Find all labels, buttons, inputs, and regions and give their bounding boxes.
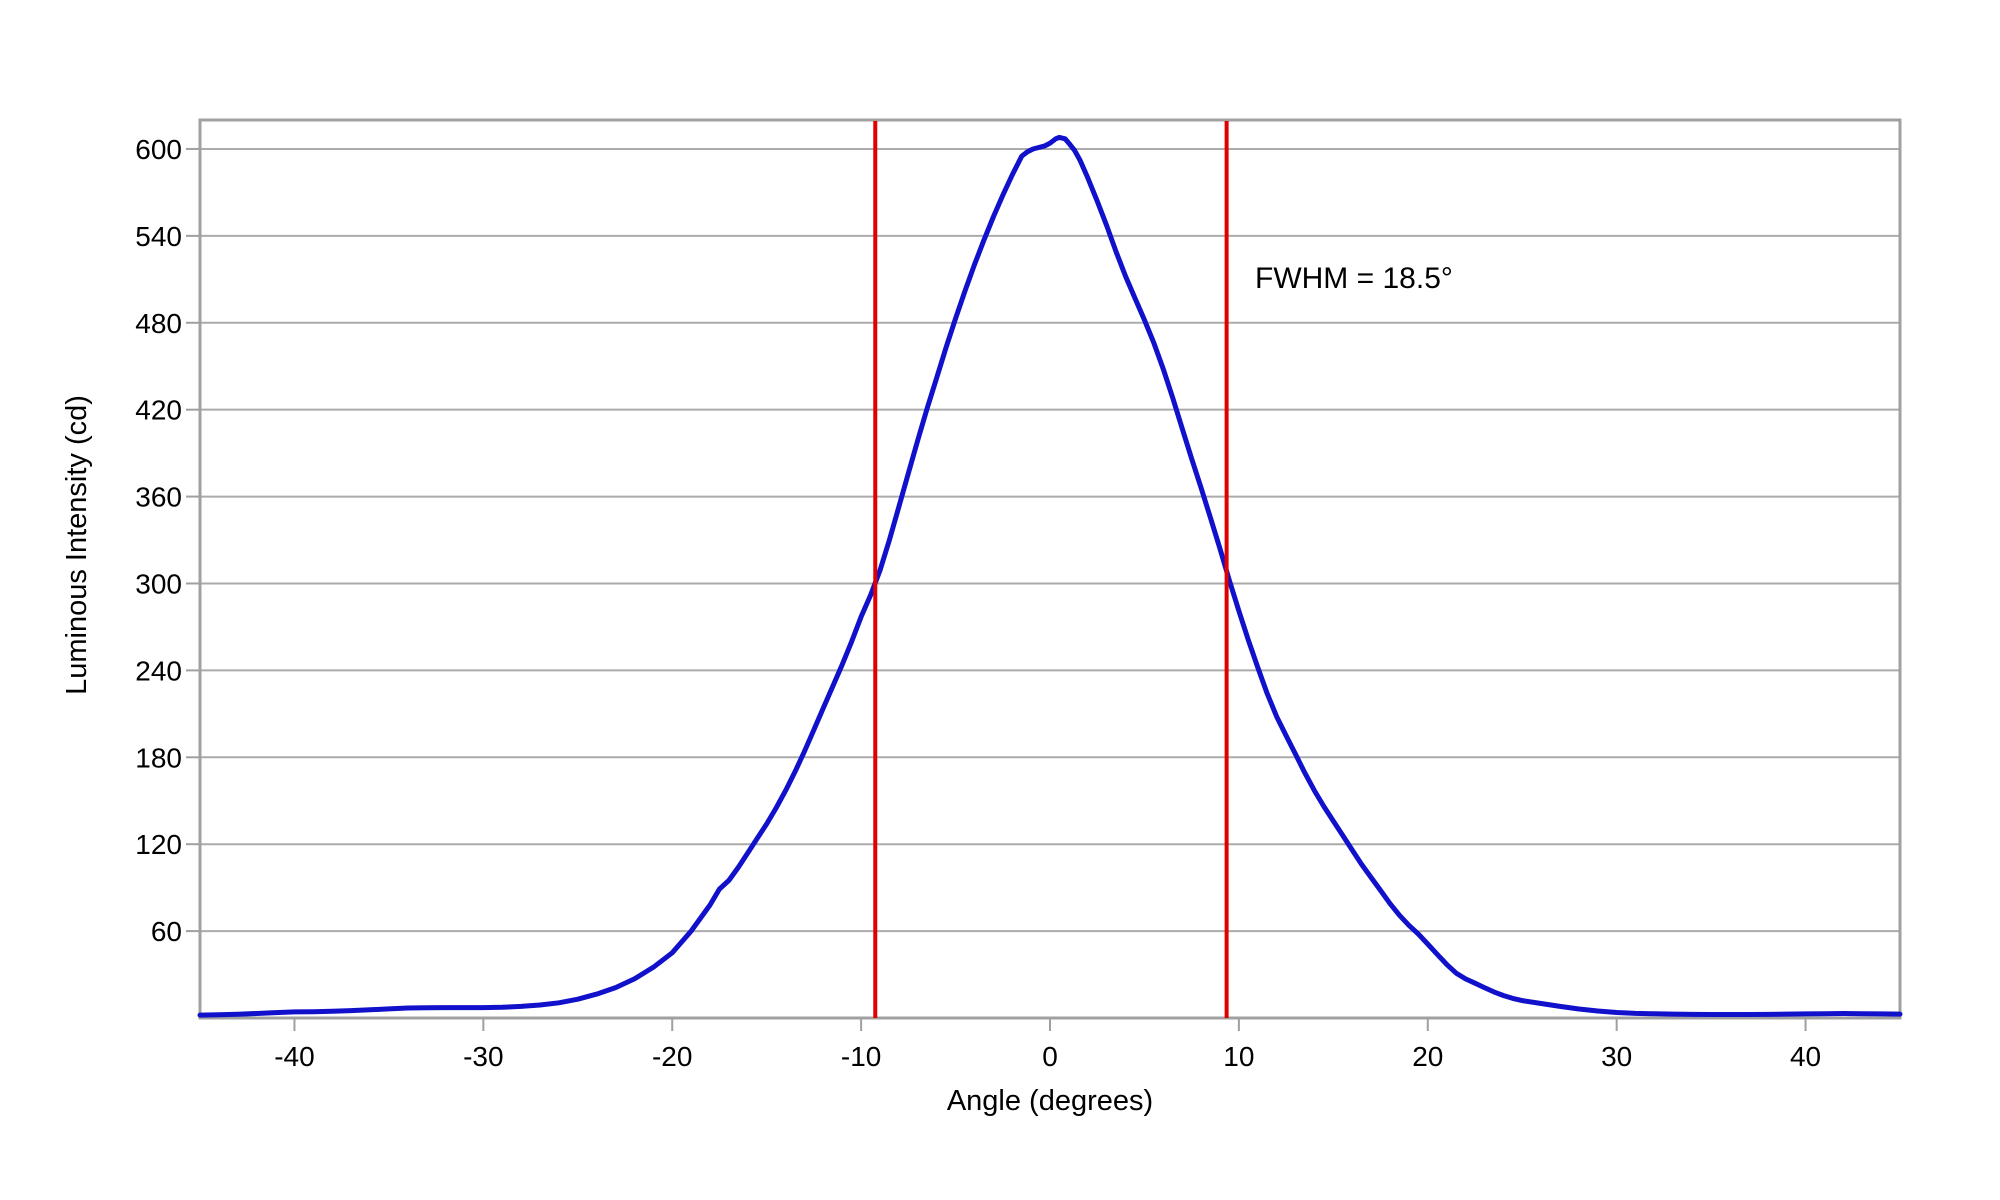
x-tick-label: -30 bbox=[463, 1041, 503, 1072]
fwhm-annotation: FWHM = 18.5° bbox=[1255, 262, 1453, 295]
x-tick-label: -20 bbox=[652, 1041, 692, 1072]
y-tick-label: 60 bbox=[151, 916, 182, 947]
x-tick-label: 0 bbox=[1042, 1041, 1058, 1072]
x-tick-label: 10 bbox=[1223, 1041, 1254, 1072]
y-tick-label: 420 bbox=[135, 395, 182, 426]
tick-marks bbox=[186, 147, 1807, 1031]
y-tick-label: 180 bbox=[135, 742, 182, 773]
intensity-curve bbox=[197, 134, 1903, 1018]
x-axis-title: Angle (degrees) bbox=[947, 1085, 1153, 1117]
x-tick-label: 20 bbox=[1412, 1041, 1443, 1072]
x-tick-label: 40 bbox=[1790, 1041, 1821, 1072]
y-tick-label: 360 bbox=[135, 482, 182, 513]
x-tick-label: 30 bbox=[1601, 1041, 1632, 1072]
x-tick-label: -10 bbox=[841, 1041, 881, 1072]
gridlines bbox=[200, 147, 1900, 933]
y-tick-label: 120 bbox=[135, 829, 182, 860]
y-tick-label: 540 bbox=[135, 221, 182, 252]
fwhm-lines bbox=[873, 121, 1229, 1018]
x-tick-label: -40 bbox=[274, 1041, 314, 1072]
plot-border bbox=[198, 118, 1902, 1020]
y-tick-label: 600 bbox=[135, 134, 182, 165]
y-tick-label: 300 bbox=[135, 568, 182, 599]
y-tick-label: 240 bbox=[135, 655, 182, 686]
y-tick-label: 480 bbox=[135, 308, 182, 339]
y-axis-title: Luminous Intensity (cd) bbox=[61, 395, 93, 695]
